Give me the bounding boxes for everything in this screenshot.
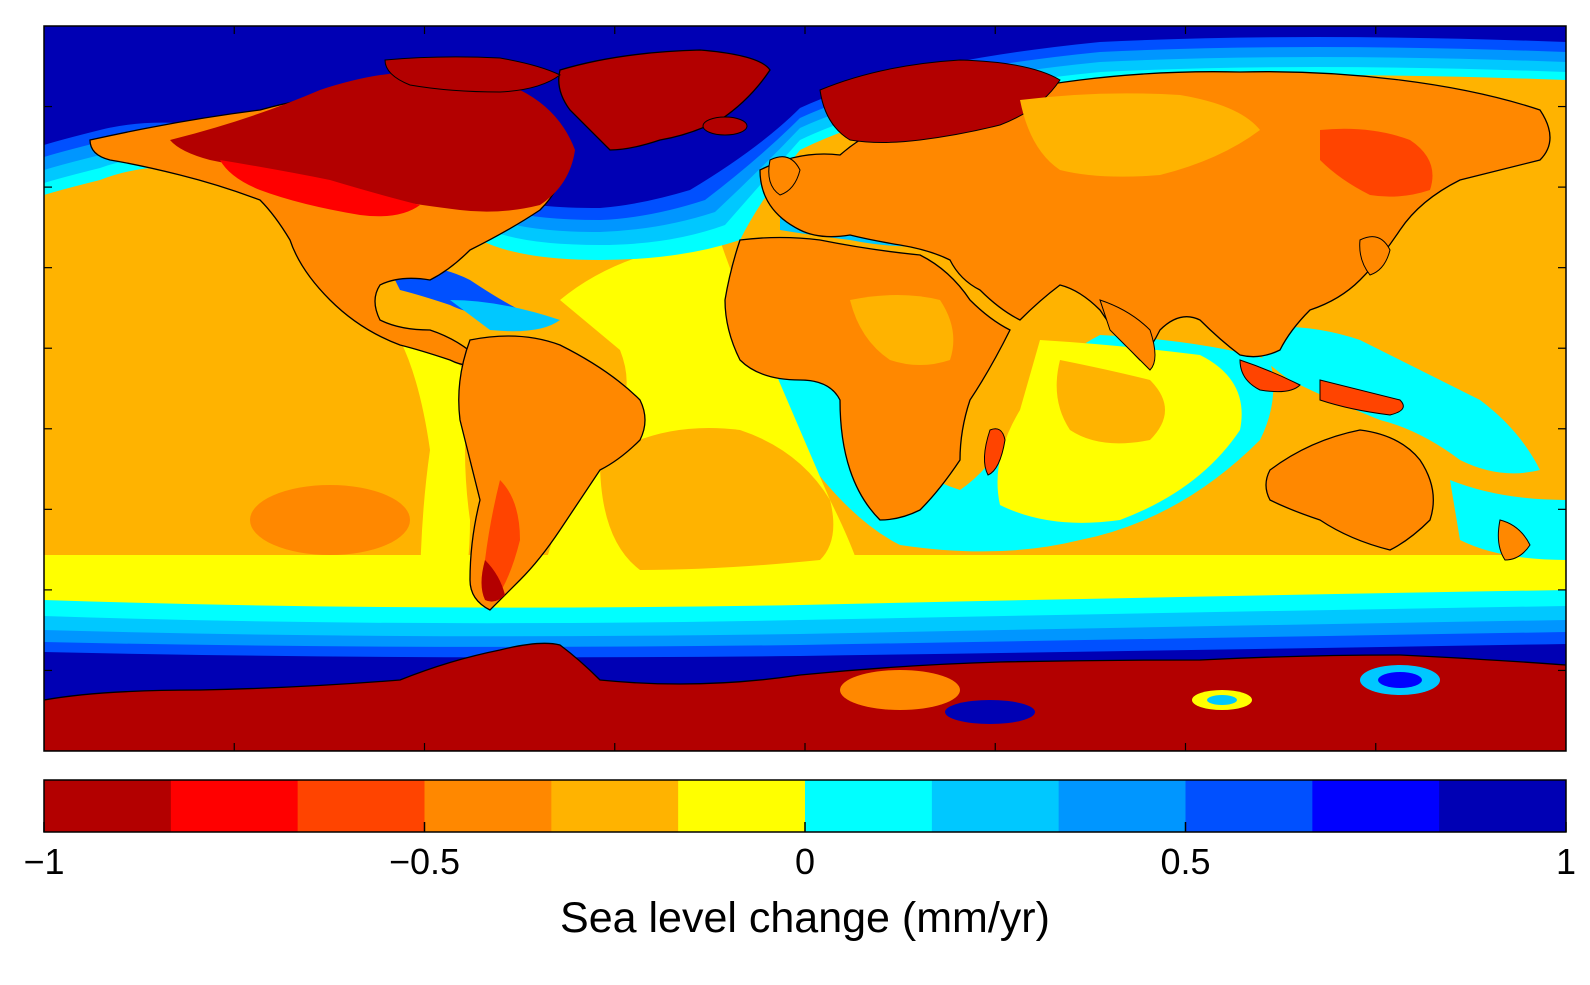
kamchatka-patch [1320,128,1433,197]
new-guinea [1319,379,1404,416]
british-isles [768,156,801,196]
colorbar-swatch-11 [1439,780,1567,832]
south-atlantic-orange [600,428,834,570]
madagascar [984,428,1006,476]
colorbar-tick-label-2: 0 [795,841,815,882]
colorbar-swatch-10 [1312,780,1440,832]
colorbar-swatch-3 [424,780,552,832]
peru-yellow [400,338,470,600]
colorbar-ticks: −1 −0.5 0 0.5 1 [23,822,1576,882]
australia [1265,429,1434,551]
laurentide-edge [220,160,420,217]
patagonia-uplift [481,560,505,602]
colorbar [44,780,1567,832]
sea-level-map [44,26,1566,751]
colorbar-tick-label-0: −1 [23,841,64,882]
colorbar-tick-label-3: 0.5 [1160,841,1210,882]
japan [1359,236,1391,276]
colorbar-swatch-9 [1185,780,1313,832]
indian-orange-patch [1056,360,1165,444]
fennoscandia [819,59,1061,143]
sahara-patch [850,295,954,365]
colorbar-swatch-5 [678,780,806,832]
antarctic-patch-2 [945,700,1035,724]
borneo [1239,359,1301,393]
colorbar-swatch-7 [931,780,1060,832]
pacific-south-yellow [44,560,440,600]
pacific-orange-ellipse [250,485,410,555]
arctic-islands [384,56,561,93]
siberia-orange [1020,93,1260,177]
colorbar-swatch-4 [551,780,679,832]
iceland [702,116,748,136]
antarctic-patch-4 [1207,695,1237,705]
colorbar-swatch-8 [1058,780,1186,832]
antarctic-patch-1 [840,670,960,710]
antarctic-patch-6 [1378,672,1422,688]
caribbean [450,300,560,332]
indian-subcontinent [1099,299,1156,371]
new-zealand [1497,519,1531,561]
map-frame-ticks [44,26,1566,751]
colorbar-label: Sea level change (mm/yr) [560,894,1050,942]
colorbar-swatch-0 [44,780,172,832]
colorbar-swatch-6 [805,780,933,832]
antarctica [44,642,1566,751]
bering-darkblue [44,62,140,105]
colorbar-tick-label-4: 1 [1556,841,1576,882]
laurentide-uplift [170,71,575,212]
colorbar-swatch-2 [297,780,425,832]
colorbar-tick-label-1: −0.5 [389,841,460,882]
tasman-cyan [1450,480,1566,560]
colorbar-swatch-1 [170,780,299,832]
